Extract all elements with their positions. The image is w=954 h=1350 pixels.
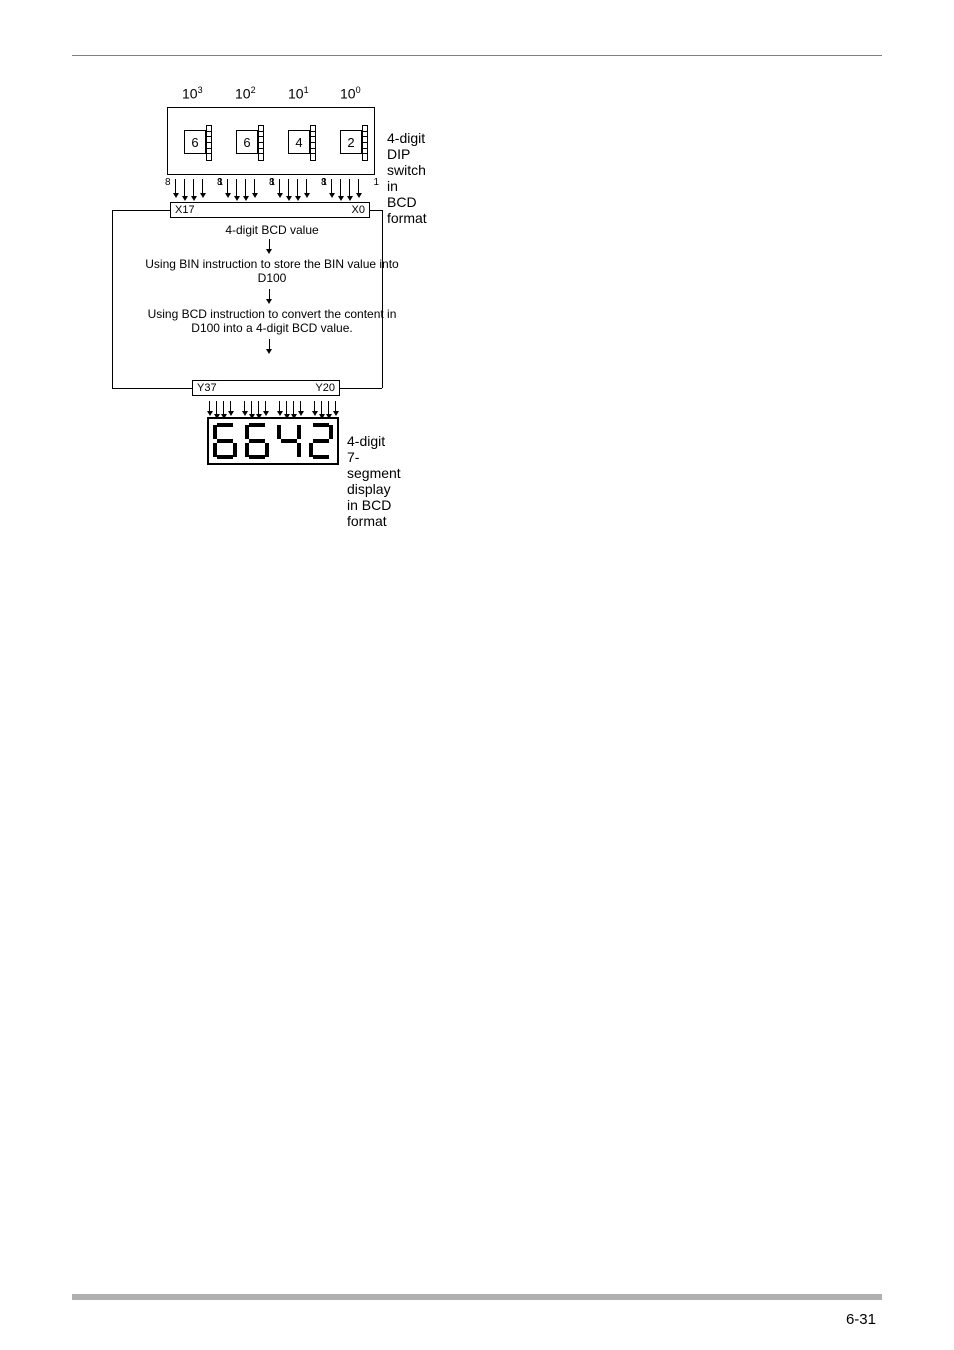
x-input-box: X17 X0 — [170, 202, 370, 218]
seg-digit-2 — [277, 423, 301, 459]
dip-cell-2: 4 — [278, 124, 320, 160]
seg-digit-3 — [309, 423, 333, 459]
seg-label: 4-digit 7-segment display in BCD format — [347, 433, 401, 529]
x-right-label: X0 — [352, 204, 365, 216]
dip-switch-box: 6 6 4 2 — [167, 107, 375, 175]
pow-2: 102 — [235, 85, 256, 102]
seg-digit-1 — [245, 423, 269, 459]
footer-rule — [72, 1294, 882, 1300]
frame-right-v — [382, 210, 383, 388]
seg-digit-0 — [213, 423, 237, 459]
pow-1: 101 — [288, 85, 309, 102]
thumbwheel-1: 6 — [236, 130, 258, 154]
arrow-3 — [269, 339, 270, 349]
frame-bot-h — [112, 388, 192, 389]
pow-3: 103 — [182, 85, 203, 102]
thumbwheel-2: 4 — [288, 130, 310, 154]
y-right-label: Y20 — [315, 382, 335, 394]
arrow-2 — [269, 289, 270, 299]
thumbwheel-3: 2 — [340, 130, 362, 154]
flow-text-1: 4-digit BCD value — [142, 223, 402, 237]
pow-0: 100 — [340, 85, 361, 102]
arrow-1 — [269, 239, 270, 249]
y-output-box: Y37 Y20 — [192, 380, 340, 396]
frame-left-v — [112, 210, 113, 388]
dip-label: 4-digit DIP switch in BCD format — [387, 130, 427, 226]
frame-top-r — [370, 210, 382, 211]
seven-segment-box — [207, 417, 339, 465]
flow-text-2: Using BIN instruction to store the BIN v… — [142, 257, 402, 285]
frame-top-h — [112, 210, 170, 211]
frame-bot-r — [340, 388, 382, 389]
dip-cell-3: 2 — [330, 124, 372, 160]
page-number: 6-31 — [846, 1311, 876, 1328]
x-left-label: X17 — [175, 204, 195, 216]
dip-cell-0: 6 — [174, 124, 216, 160]
header-rule — [72, 55, 882, 56]
dip-cell-1: 6 — [226, 124, 268, 160]
flow-text-3: Using BCD instruction to convert the con… — [142, 307, 402, 335]
thumbwheel-0: 6 — [184, 130, 206, 154]
y-left-label: Y37 — [197, 382, 217, 394]
